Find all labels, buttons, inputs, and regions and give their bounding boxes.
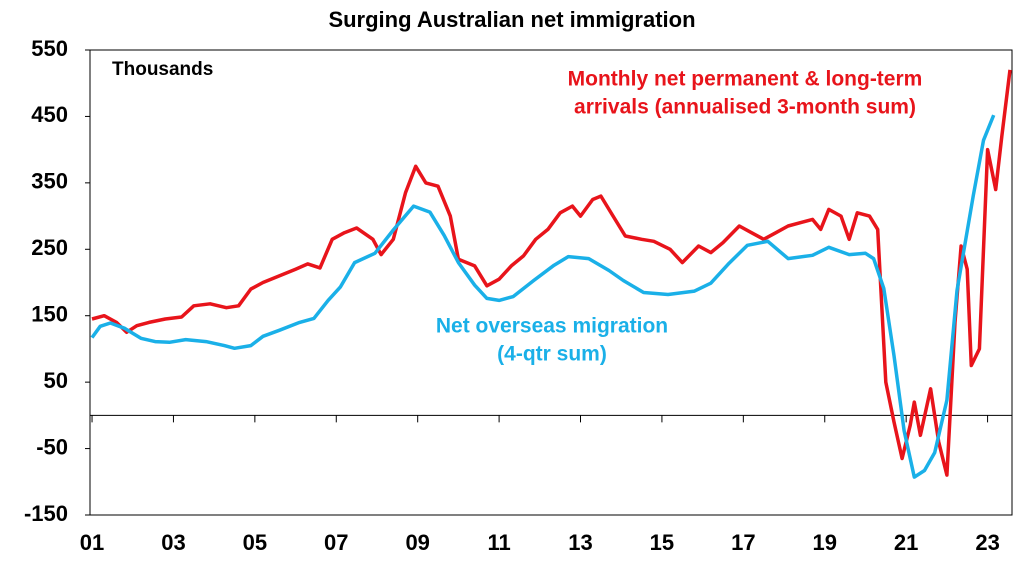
y-tick-label: 50 xyxy=(44,368,68,393)
y-tick-label: 550 xyxy=(31,36,68,61)
series-label: Monthly net permanent & long-term xyxy=(568,68,923,91)
y-tick-label: -50 xyxy=(36,434,68,459)
series-label: arrivals (annualised 3-month sum) xyxy=(574,96,916,119)
x-tick-label: 19 xyxy=(813,530,837,555)
x-tick-label: 17 xyxy=(731,530,755,555)
x-tick-label: 09 xyxy=(405,530,429,555)
x-tick-label: 11 xyxy=(487,530,510,555)
chart-title: Surging Australian net immigration xyxy=(328,7,695,32)
x-tick-label: 21 xyxy=(894,530,918,555)
y-unit-label: Thousands xyxy=(112,59,213,80)
y-tick-label: 350 xyxy=(31,169,68,194)
x-tick-label: 07 xyxy=(324,530,348,555)
x-tick-label: 01 xyxy=(80,530,104,555)
series-line xyxy=(90,114,996,479)
x-tick-label: 15 xyxy=(650,530,674,555)
y-tick-label: 450 xyxy=(31,102,68,127)
series-line xyxy=(91,69,1012,477)
y-tick-label: 150 xyxy=(31,302,68,327)
series-label: (4-qtr sum) xyxy=(497,343,607,366)
x-tick-label: 05 xyxy=(243,530,267,555)
series-label: Net overseas migration xyxy=(436,315,668,338)
plot-frame xyxy=(89,49,1013,516)
y-tick-label: -150 xyxy=(24,501,68,526)
y-tick-label: 250 xyxy=(31,235,68,260)
x-tick-label: 13 xyxy=(568,530,592,555)
x-tick-label: 23 xyxy=(975,530,999,555)
x-tick-label: 03 xyxy=(161,530,185,555)
